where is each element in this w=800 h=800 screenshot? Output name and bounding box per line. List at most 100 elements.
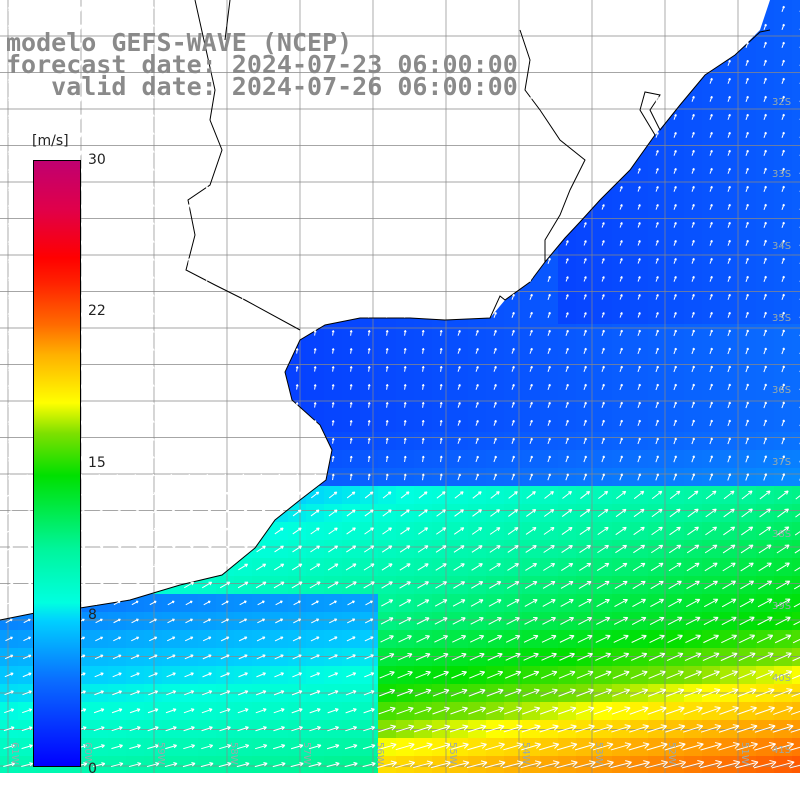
- wind-arrow: [223, 42, 227, 48]
- wind-arrow: [241, 222, 245, 228]
- wind-arrow: [763, 275, 767, 282]
- wind-arrow: [97, 96, 101, 102]
- wind-arrow: [457, 41, 461, 48]
- wind-arrow: [655, 185, 659, 192]
- wind-arrow: [151, 6, 155, 12]
- wind-arrow: [385, 60, 389, 66]
- wind-cell: [792, 630, 800, 649]
- wind-arrow: [151, 60, 155, 66]
- wind-arrow: [277, 60, 281, 66]
- wind-arrow: [169, 24, 173, 30]
- wind-arrow: [727, 131, 731, 138]
- wind-arrow: [745, 131, 749, 138]
- wind-arrow: [421, 131, 425, 138]
- wind-arrow: [601, 258, 605, 264]
- lon-label: 57W: [301, 742, 312, 765]
- wind-arrow: [151, 24, 155, 30]
- wind-arrow: [97, 276, 101, 282]
- wind-arrow: [169, 240, 173, 246]
- wind-cell: [792, 576, 800, 595]
- wind-arrow: [601, 312, 605, 318]
- wind-arrow: [673, 149, 677, 156]
- wind-arrow: [583, 186, 587, 192]
- wind-arrow: [763, 257, 767, 264]
- wind-arrow: [349, 24, 353, 30]
- wind-arrow: [439, 77, 443, 84]
- wind-arrow: [655, 77, 659, 84]
- wind-arrow: [601, 42, 605, 48]
- wind-arrow: [637, 42, 641, 48]
- wind-arrow: [61, 78, 65, 84]
- wind-arrow: [403, 95, 407, 102]
- wind-arrow: [277, 222, 281, 228]
- colorbar-tick-8: 8: [88, 607, 97, 623]
- wind-arrow: [421, 41, 425, 48]
- wind-arrow: [547, 131, 551, 138]
- wind-arrow: [61, 96, 65, 102]
- wind-arrow: [511, 77, 515, 84]
- wind-arrow: [763, 293, 767, 300]
- wind-arrow: [61, 24, 65, 30]
- wind-arrow: [547, 293, 551, 300]
- wind-arrow: [187, 42, 191, 48]
- wind-arrow: [673, 203, 677, 210]
- wind-arrow: [151, 150, 155, 156]
- wind-arrow: [583, 24, 587, 30]
- wind-arrow: [709, 257, 713, 264]
- wind-arrow: [421, 293, 425, 300]
- wind-arrow: [421, 185, 425, 192]
- wind-cell: [792, 360, 800, 379]
- wind-arrow: [349, 222, 353, 228]
- wind-arrow: [727, 221, 731, 228]
- wind-arrow: [565, 24, 569, 30]
- border-line-2: [224, 0, 231, 41]
- wind-arrow: [277, 204, 281, 210]
- wind-arrow: [259, 168, 263, 174]
- wind-arrow: [727, 95, 731, 102]
- wind-arrow: [619, 294, 623, 300]
- wind-arrow: [745, 149, 749, 156]
- wind-arrow: [529, 131, 533, 138]
- wind-arrow: [637, 312, 641, 318]
- wind-arrow: [457, 275, 461, 282]
- wind-arrow: [205, 60, 209, 66]
- wind-arrow: [133, 240, 137, 246]
- wind-arrow: [133, 312, 137, 318]
- wind-arrow: [745, 59, 749, 66]
- wind-cell: [792, 72, 800, 91]
- lat-label: 37S: [772, 457, 791, 468]
- valid-date: valid date: 2024-07-26 06:00:00: [6, 72, 518, 101]
- wind-arrow: [7, 312, 11, 318]
- wind-arrow: [781, 59, 785, 67]
- wind-arrow: [493, 185, 497, 192]
- wind-arrow: [565, 6, 569, 12]
- wind-arrow: [619, 150, 623, 156]
- wind-arrow: [259, 114, 263, 120]
- wind-arrow: [493, 113, 497, 120]
- wind-arrow: [43, 78, 47, 84]
- wind-arrow: [169, 204, 173, 210]
- wind-arrow: [745, 5, 749, 12]
- wind-arrow: [151, 204, 155, 210]
- wind-arrow: [259, 6, 263, 12]
- wind-arrow: [277, 6, 281, 12]
- lat-label: 41S: [772, 745, 791, 756]
- wind-arrow: [115, 114, 119, 120]
- wind-arrow: [691, 293, 695, 300]
- wind-arrow: [475, 23, 479, 30]
- wind-arrow: [601, 222, 605, 228]
- wind-arrow: [673, 41, 677, 48]
- wind-arrow: [169, 150, 173, 156]
- wind-arrow: [205, 294, 209, 300]
- wind-arrow: [601, 78, 605, 84]
- wind-arrow: [727, 167, 731, 174]
- wind-cell: [792, 18, 800, 37]
- wind-arrow: [25, 204, 29, 210]
- wind-arrow: [97, 42, 101, 48]
- wind-arrow: [151, 168, 155, 174]
- wind-arrow: [187, 204, 191, 210]
- wind-arrow: [43, 42, 47, 48]
- wind-arrow: [349, 204, 353, 210]
- lat-label: 33S: [772, 169, 791, 180]
